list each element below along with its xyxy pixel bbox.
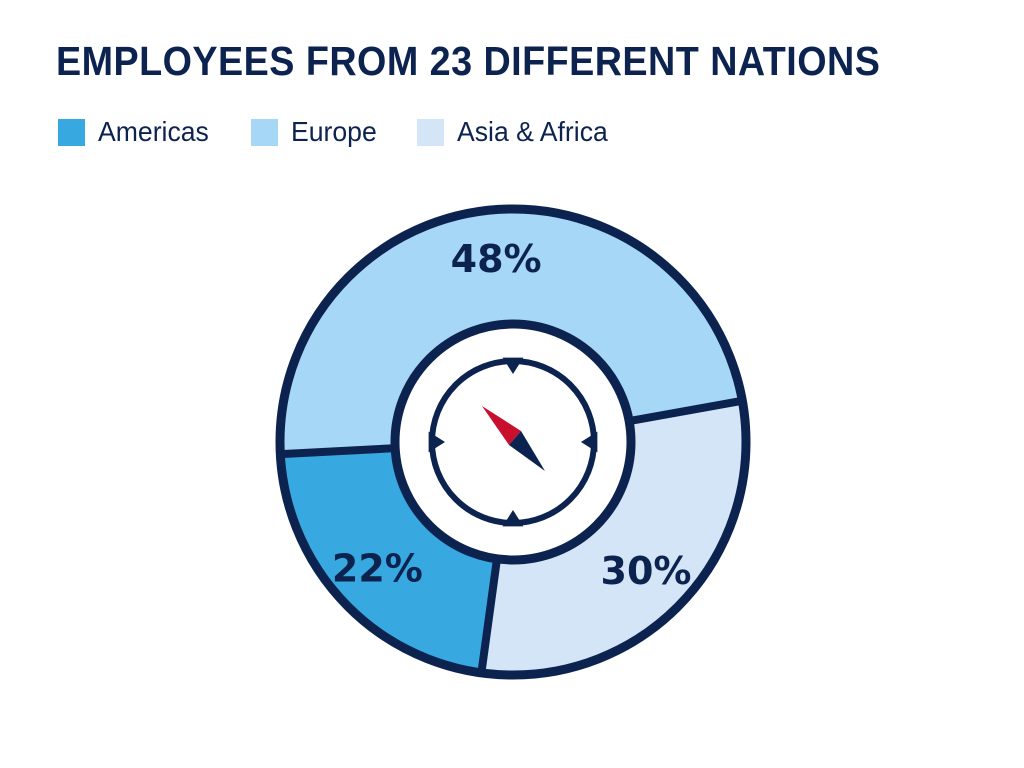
legend-label-europe: Europe [290,116,377,147]
legend-item-asia-africa: Asia & Africa [417,116,616,148]
legend-swatch-americas [58,118,85,146]
compass-tick-north [502,357,524,374]
donut-slices [279,208,746,675]
legend-item-europe: Europe [250,116,381,148]
slice-divider [476,554,502,678]
legend-item-americas: Americas [58,116,215,148]
slice-dividers [276,396,747,678]
slice-divider [276,443,400,459]
compass-tick-south [502,510,524,527]
legend: Americas Europe Asia & Africa [58,116,652,148]
slice-europe [279,208,743,455]
chart-title: EMPLOYEES FROM 23 DIFFERENT NATIONS [56,38,881,84]
legend-swatch-asia-africa [417,118,444,146]
legend-label-americas: Americas [98,116,209,147]
legend-swatch-europe [250,118,278,146]
compass-needle-south [509,431,545,471]
compass-icon [428,357,598,527]
slice-americas [280,448,497,673]
compass-tick-east [581,431,598,453]
slice-label-europe: 48% [451,237,542,281]
compass-tick-west [428,431,445,453]
slice-divider [624,396,747,426]
donut-outer-outline [275,204,751,680]
legend-label-asia-africa: Asia & Africa [457,116,608,147]
compass-needle-north [482,406,521,445]
slice-labels: 22% 48% 30% [332,237,692,593]
slice-label-asia-africa: 30% [601,549,692,593]
slice-asia-africa [481,400,746,675]
slice-label-americas: 22% [332,546,423,590]
